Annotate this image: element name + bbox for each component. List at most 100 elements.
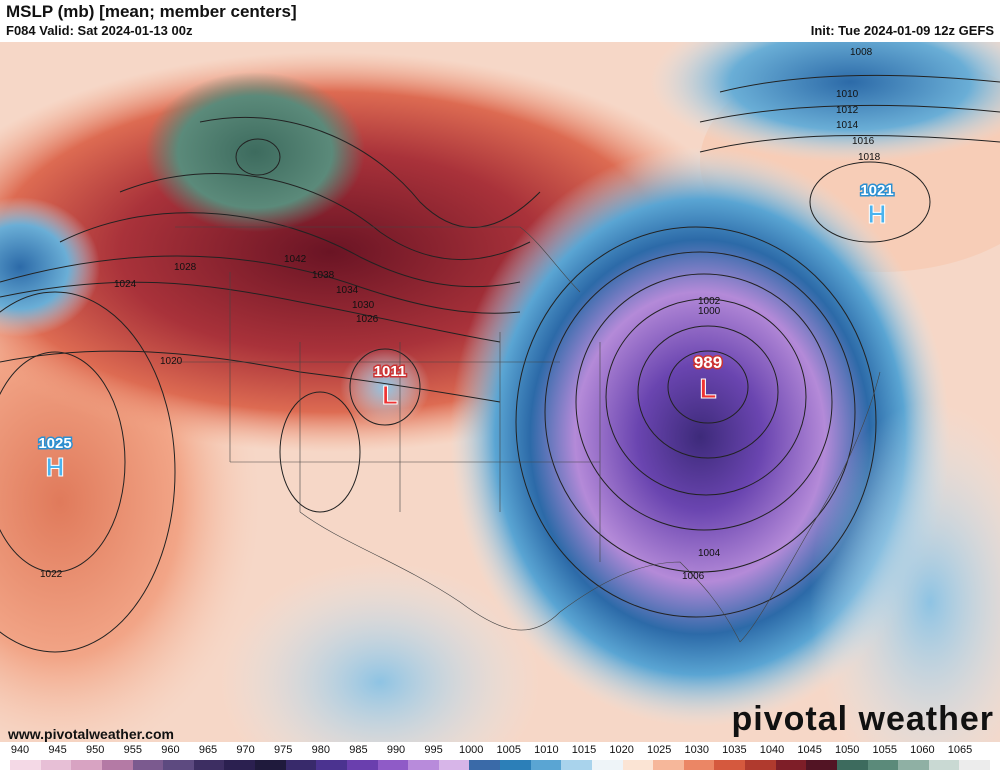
colorbar-tick: 965	[198, 744, 218, 756]
colorbar-swatch	[622, 760, 654, 770]
high-atlantic-value: 1021	[860, 182, 893, 199]
isobars	[0, 74, 1000, 653]
isobar-label: 1006	[682, 571, 705, 582]
map-title: MSLP (mb) [mean; member centers]	[6, 2, 297, 21]
low2-center-value: 1011	[374, 363, 407, 380]
colorbar-swatch	[408, 760, 439, 770]
colorbar-tick: 1065	[947, 744, 973, 756]
colorbar-tick: 985	[349, 744, 368, 756]
colorbar-tick: 945	[48, 744, 67, 756]
borders	[175, 226, 881, 643]
colorbar: 940 945 950 955 960 965 970 975 980 985 990 995 1000…	[0, 742, 1000, 772]
colorbar-swatch	[500, 760, 531, 770]
colorbar-swatch	[10, 760, 41, 770]
colorbar-tick: 995	[424, 744, 443, 756]
colorbar-tick: 950	[86, 744, 105, 756]
isobar-label: 1000	[698, 306, 721, 317]
isobar-label: 1034	[336, 285, 359, 296]
colorbar-tick: 1035	[722, 744, 747, 756]
colorbar-swatch	[255, 760, 286, 770]
isobar-label: 1028	[174, 262, 197, 273]
shade-se-blue	[810, 402, 1000, 742]
colorbar-tick: 1015	[571, 744, 597, 756]
colorbar-swatch	[775, 760, 807, 770]
init-time: Init: Tue 2024-01-09 12z GEFS	[810, 23, 994, 38]
isobar-label: 1026	[356, 314, 379, 325]
colorbar-tick: 1010	[534, 744, 559, 756]
shade-canada-teal	[145, 72, 365, 232]
pressure-centers: 989 L 1011 L 1025 H 1021 H	[37, 181, 895, 483]
isobar-label: 1030	[352, 300, 375, 311]
colorbar-swatch	[898, 760, 929, 770]
colorbar-swatch	[285, 760, 317, 770]
isobar-label: 1024	[114, 279, 137, 290]
map-canvas: 989 L 1011 L 1025 H 1021 H 1008 1010 101…	[0, 42, 1000, 742]
colorbar-tick: 940	[10, 744, 30, 756]
colorbar-tick: 1030	[684, 744, 710, 756]
colorbar-ticks: 940 945 950 955 960 965 970 975 980 985 990 995 1000…	[0, 742, 1000, 758]
shade-ne-blue	[650, 42, 1000, 162]
colorbar-tick: 970	[236, 744, 255, 756]
colorbar-tick: 1020	[609, 744, 634, 756]
low-center-value: 989	[694, 353, 722, 372]
isobar-label: 1016	[852, 136, 875, 147]
colorbar-tick: 1000	[458, 744, 484, 756]
colorbar-swatch	[40, 760, 72, 770]
isobar-label: 1042	[284, 254, 307, 265]
colorbar-swatch	[163, 760, 194, 770]
isobar-label: 1014	[836, 120, 859, 131]
colorbar-swatch	[745, 760, 776, 770]
colorbar-swatch	[959, 760, 990, 770]
colorbar-swatch	[591, 760, 623, 770]
colorbar-swatch	[438, 760, 470, 770]
isobar-label: 1022	[40, 569, 63, 580]
colorbar-swatch	[469, 760, 500, 770]
colorbar-strip	[10, 760, 990, 770]
colorbar-tick: 1050	[834, 744, 860, 756]
isobar-label: 1020	[160, 356, 183, 367]
isobar-label: 1002	[698, 296, 721, 307]
shade-west-blue	[0, 197, 100, 337]
colorbar-tick: 1055	[872, 744, 898, 756]
colorbar-swatch	[316, 760, 347, 770]
colorbar-tick: 1060	[910, 744, 935, 756]
colorbar-swatch	[561, 760, 592, 770]
valid-time: F084 Valid: Sat 2024-01-13 00z	[6, 23, 193, 38]
isobar-label: 1010	[836, 89, 859, 100]
colorbar-tick: 1025	[646, 744, 672, 756]
shade-low-1011	[340, 347, 430, 427]
colorbar-swatch	[71, 760, 102, 770]
site-credit: www.pivotalweather.com	[8, 726, 174, 742]
isobar-label: 1018	[858, 152, 881, 163]
colorbar-swatch	[346, 760, 378, 770]
colorbar-tick: 1005	[496, 744, 522, 756]
pressure-map: 989 L 1011 L 1025 H 1021 H 1008 1010 101…	[0, 42, 1000, 742]
colorbar-swatch	[377, 760, 409, 770]
colorbar-tick: 960	[161, 744, 180, 756]
brand-logo: pivotal weather	[731, 700, 994, 738]
isobar-label: 1004	[698, 548, 721, 559]
header: MSLP (mb) [mean; member centers] F084 Va…	[0, 0, 1000, 42]
colorbar-swatch	[224, 760, 255, 770]
colorbar-swatch	[928, 760, 960, 770]
colorbar-swatch	[132, 760, 164, 770]
colorbar-tick: 955	[123, 744, 142, 756]
low-center-letter: L	[699, 373, 716, 404]
colorbar-tick: 990	[386, 744, 406, 756]
high-atlantic-letter: H	[868, 199, 887, 229]
low2-center-letter: L	[382, 380, 398, 410]
isobar-label: 1008	[850, 47, 873, 58]
colorbar-swatch	[806, 760, 837, 770]
colorbar-tick: 975	[274, 744, 293, 756]
colorbar-swatch	[101, 760, 133, 770]
colorbar-swatch	[836, 760, 868, 770]
isobar-label: 1012	[836, 105, 859, 116]
colorbar-tick: 1040	[759, 744, 785, 756]
high-pacific-value: 1025	[38, 435, 71, 452]
high-pacific-letter: H	[46, 452, 65, 482]
colorbar-tick: 980	[311, 744, 330, 756]
colorbar-tick: 1045	[797, 744, 822, 756]
colorbar-swatch	[714, 760, 745, 770]
colorbar-swatch	[193, 760, 225, 770]
colorbar-swatch	[530, 760, 562, 770]
